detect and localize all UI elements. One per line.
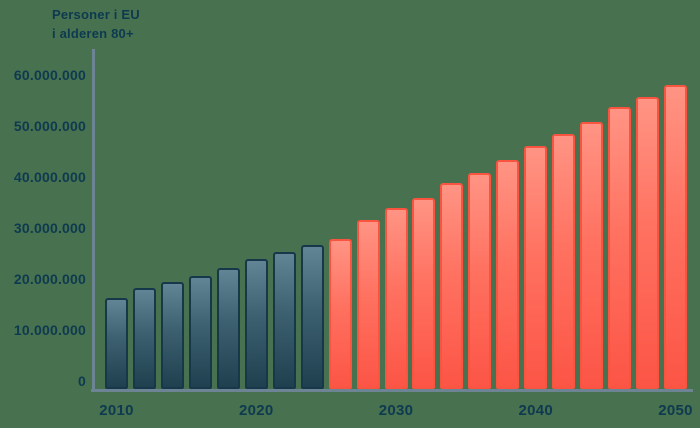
x-tick-label-2050: 2050 xyxy=(658,402,693,419)
y-tick-label-20000000: 20.000.000 xyxy=(13,271,86,287)
x-tick-label-2020: 2020 xyxy=(238,402,274,419)
x-tick-label-2030: 2030 xyxy=(378,402,414,419)
bar-2028 xyxy=(356,220,380,389)
y-tick-label-30000000: 30.000.000 xyxy=(13,220,86,236)
y-axis-line xyxy=(92,49,95,392)
bar-2036 xyxy=(468,172,492,389)
bar-2032 xyxy=(412,197,436,389)
chart-title: Personer i EU i alderen 80+ xyxy=(52,5,140,43)
bar-2024 xyxy=(300,245,324,389)
x-axis-line xyxy=(91,389,693,392)
bar-2012 xyxy=(132,288,156,389)
y-tick-label-0: 0 xyxy=(78,373,86,389)
bar-2034 xyxy=(440,183,464,389)
bar-2016 xyxy=(188,275,212,389)
bar-2020 xyxy=(244,259,268,389)
x-tick-label-2040: 2040 xyxy=(518,402,554,419)
bar-2018 xyxy=(216,268,240,389)
bar-2050 xyxy=(664,84,687,389)
bar-2010 xyxy=(105,297,128,389)
chart-title-line-2: i alderen 80+ xyxy=(52,26,134,41)
x-tick-label-2010: 2010 xyxy=(99,402,134,419)
y-tick-label-40000000: 40.000.000 xyxy=(13,169,86,185)
bar-2030 xyxy=(384,208,408,389)
bar-2046 xyxy=(608,107,632,389)
bar-2038 xyxy=(496,159,520,389)
y-tick-label-50000000: 50.000.000 xyxy=(13,118,86,134)
bar-2022 xyxy=(272,251,296,389)
bar-2048 xyxy=(636,96,660,389)
y-tick-label-10000000: 10.000.000 xyxy=(13,322,86,338)
y-tick-label-60000000: 60.000.000 xyxy=(13,67,86,83)
bar-2026 xyxy=(328,238,352,389)
chart-title-line-1: Personer i EU xyxy=(52,7,140,22)
bar-2040 xyxy=(524,146,548,389)
bar-2014 xyxy=(160,281,184,389)
bar-2044 xyxy=(580,122,604,389)
bar-2042 xyxy=(552,134,576,389)
